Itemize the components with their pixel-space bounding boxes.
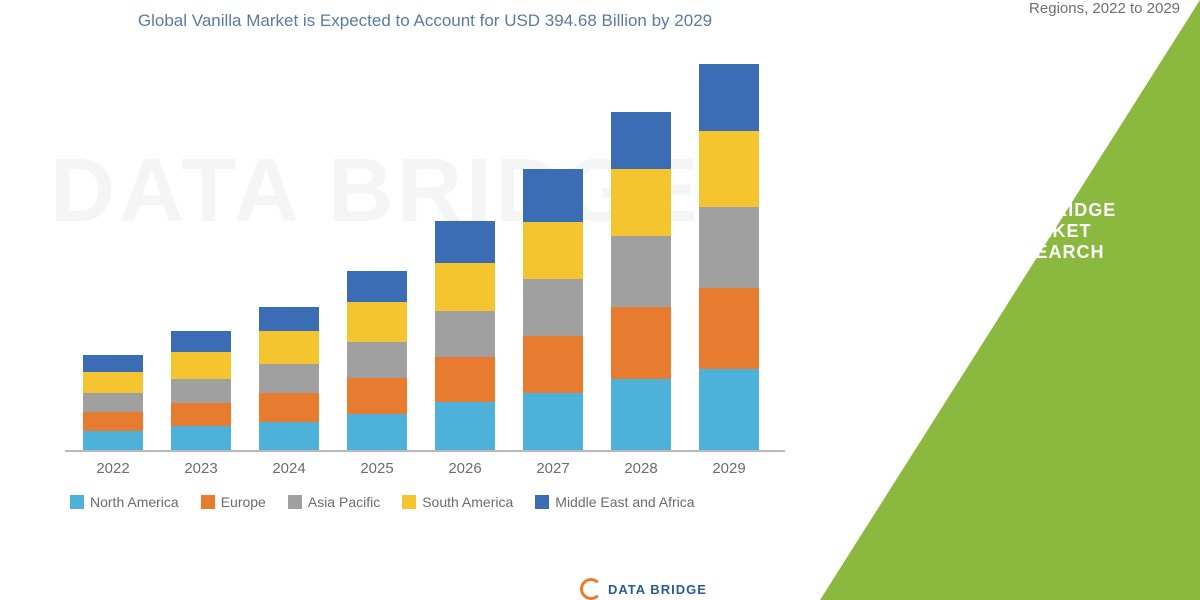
legend-swatch	[288, 495, 302, 509]
bar-segment	[611, 112, 671, 169]
brand-text: DATA BRIDGE MARKET RESEARCH	[940, 200, 1160, 263]
bar-column: 2028	[611, 112, 671, 450]
legend-item: Middle East and Africa	[535, 494, 694, 510]
bar-segment	[699, 369, 759, 450]
bar-segment	[435, 402, 495, 450]
bar-segment	[611, 379, 671, 450]
legend-item: South America	[402, 494, 513, 510]
hex-2029: 2029	[960, 108, 1034, 172]
legend-swatch	[535, 495, 549, 509]
bar-segment	[523, 169, 583, 221]
bar-segment	[83, 393, 143, 412]
bar-segment	[523, 336, 583, 393]
bar-segment	[699, 131, 759, 207]
bar-segment	[259, 422, 319, 451]
bar-segment	[171, 426, 231, 450]
legend-item: North America	[70, 494, 179, 510]
bar-segment	[171, 331, 231, 352]
legend-label: North America	[90, 494, 179, 510]
hex-2022-label: 2022	[1055, 92, 1088, 109]
bar-segment	[699, 207, 759, 288]
hex-2022: 2022	[1035, 68, 1109, 132]
x-axis-label: 2029	[699, 450, 759, 477]
bar-segment	[171, 352, 231, 379]
bar-column: 2022	[83, 355, 143, 450]
bar-segment	[611, 169, 671, 236]
bar-segment	[523, 279, 583, 336]
bar-column: 2023	[171, 331, 231, 450]
bar-segment	[611, 236, 671, 307]
legend-item: Europe	[201, 494, 266, 510]
bar-segment	[259, 393, 319, 422]
legend-swatch	[70, 495, 84, 509]
brand-line2: RESEARCH	[940, 242, 1160, 263]
legend-label: Europe	[221, 494, 266, 510]
chart-title: Global Vanilla Market is Expected to Acc…	[40, 10, 810, 32]
bar-segment	[435, 311, 495, 357]
bar-column: 2025	[347, 271, 407, 450]
bar-column: 2029	[699, 64, 759, 450]
bar-segment	[83, 355, 143, 372]
brand-line1: DATA BRIDGE MARKET	[940, 200, 1160, 242]
bar-segment	[435, 357, 495, 403]
hex-badges: 2029 2022	[960, 68, 1140, 188]
legend-item: Asia Pacific	[288, 494, 380, 510]
x-axis-label: 2025	[347, 450, 407, 477]
x-axis-label: 2028	[611, 450, 671, 477]
legend-label: Middle East and Africa	[555, 494, 694, 510]
legend-swatch	[402, 495, 416, 509]
bar-segment	[347, 342, 407, 378]
legend-label: Asia Pacific	[308, 494, 380, 510]
bar-column: 2027	[523, 169, 583, 450]
bar-segment	[347, 271, 407, 301]
bar-segment	[171, 379, 231, 403]
footer-logo: DATA BRIDGE	[580, 578, 707, 600]
legend-label: South America	[422, 494, 513, 510]
bar-column: 2024	[259, 307, 319, 450]
right-title-partial: Regions, 2022 to 2029	[880, 0, 1180, 17]
chart-region: Global Vanilla Market is Expected to Acc…	[40, 10, 810, 570]
bar-segment	[83, 412, 143, 431]
bar-segment	[699, 288, 759, 369]
x-axis-label: 2027	[523, 450, 583, 477]
bar-segment	[347, 302, 407, 342]
bar-segment	[259, 364, 319, 393]
legend-swatch	[201, 495, 215, 509]
footer-logo-text: DATA BRIDGE	[608, 582, 707, 597]
x-axis-label: 2022	[83, 450, 143, 477]
bar-segment	[435, 221, 495, 264]
bar-segment	[347, 414, 407, 450]
bar-segment	[523, 393, 583, 450]
footer-logo-mark	[580, 578, 602, 600]
bar-segment	[171, 403, 231, 427]
bar-segment	[611, 307, 671, 378]
right-panel: Regions, 2022 to 2029 2029 2022 DATA BRI…	[820, 0, 1200, 600]
hex-2029-label: 2029	[980, 132, 1013, 149]
bar-segment	[259, 307, 319, 331]
bar-segment	[259, 331, 319, 364]
x-axis-label: 2024	[259, 450, 319, 477]
x-axis-label: 2023	[171, 450, 231, 477]
bar-segment	[523, 222, 583, 279]
x-axis-label: 2026	[435, 450, 495, 477]
chart-legend: North America Europe Asia Pacific South Ame…	[70, 494, 810, 510]
bar-column: 2026	[435, 221, 495, 450]
bar-segment	[435, 263, 495, 311]
bar-segment	[83, 372, 143, 393]
bar-segment	[83, 431, 143, 450]
bar-segment	[699, 64, 759, 131]
bar-segment	[347, 378, 407, 414]
chart-plot: 2022 2023 2024 2025 2026 2027 2028 2029	[65, 52, 785, 452]
